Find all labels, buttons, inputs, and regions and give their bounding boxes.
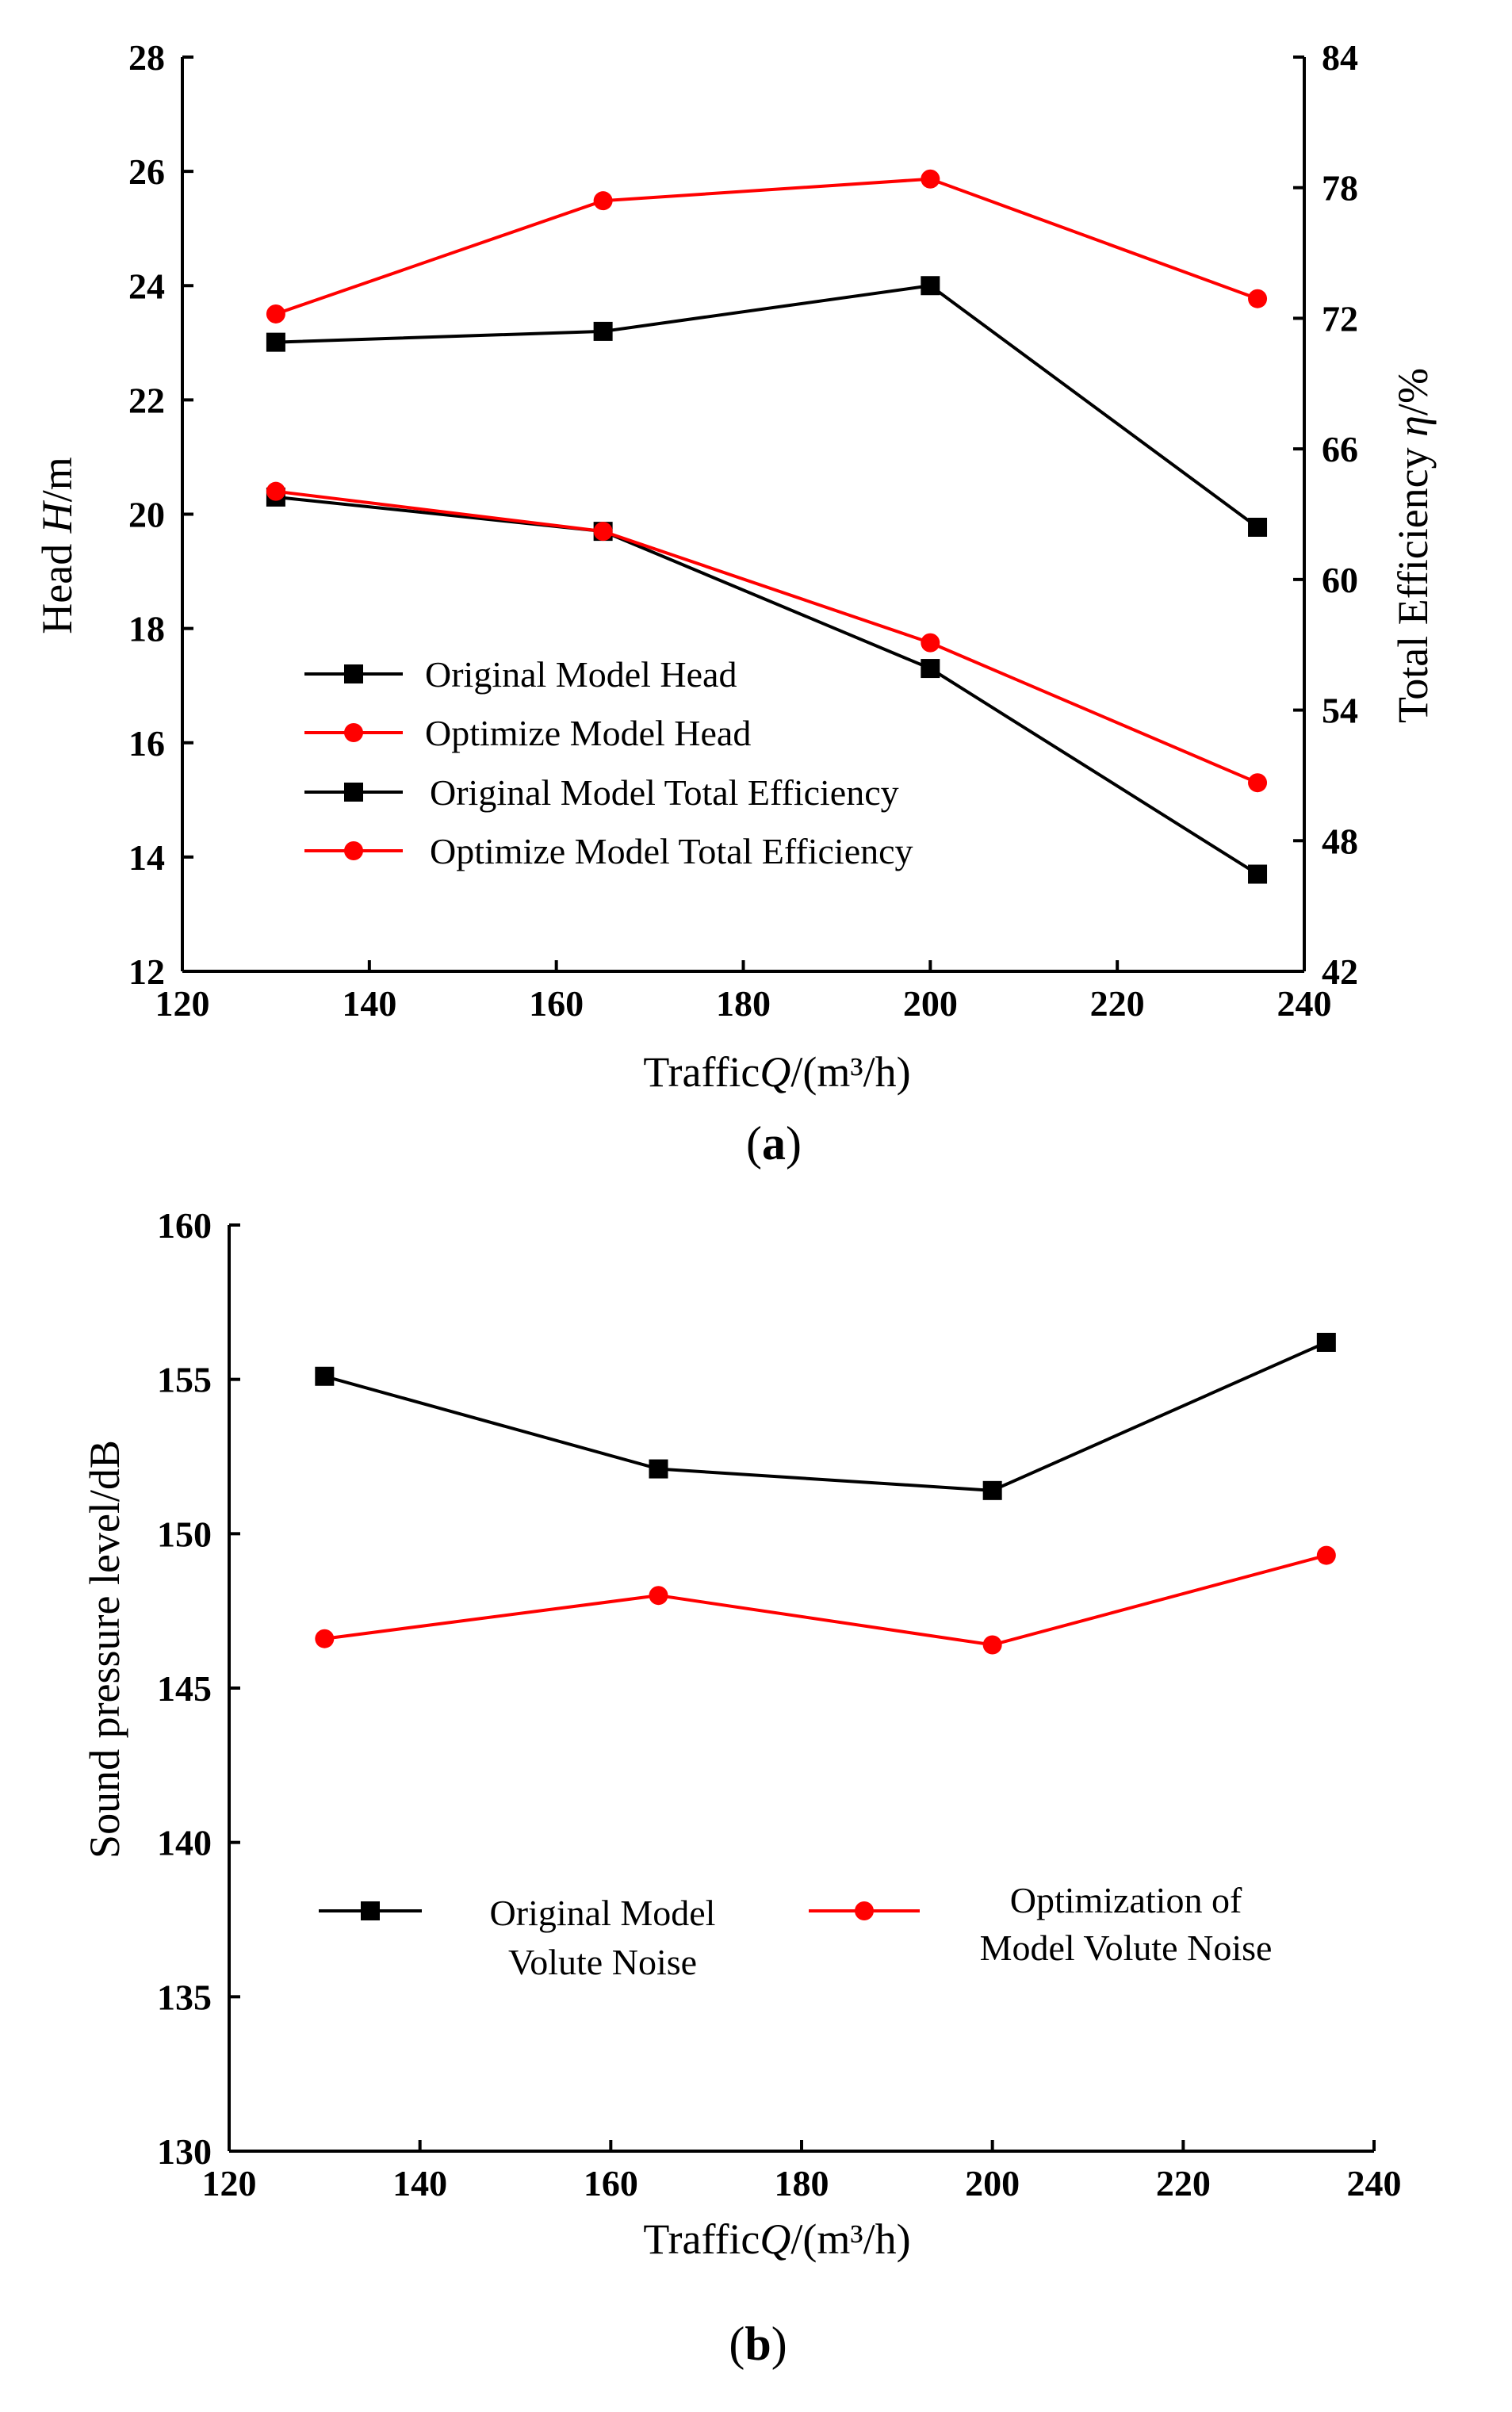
legend-a-label-2: Original Model Total Efficiency — [430, 772, 899, 813]
chart-a-series-3-point — [266, 304, 285, 324]
panel-a-label: (a) — [746, 1117, 802, 1170]
chart-b-series-1-point — [649, 1586, 668, 1606]
chart-b-x-tick-label: 180 — [775, 2163, 829, 2203]
chart-a-x-tick-label: 200 — [903, 983, 958, 1024]
legend-a-label-3: Optimize Model Total Efficiency — [430, 831, 913, 871]
chart-a-y-tick-label: 28 — [128, 37, 165, 78]
chart-a-y-tick-label: 20 — [128, 495, 165, 535]
legend-a-marker-3 — [344, 841, 363, 860]
panel-b-label: (b) — [729, 2318, 787, 2370]
chart-a-y2-tick-label: 78 — [1322, 168, 1358, 209]
chart-a-y-tick-label: 12 — [128, 951, 165, 992]
legend-a-marker-1 — [344, 723, 363, 742]
chart-b-legend: Original Model Volute Noise Optimization o… — [319, 1880, 1272, 1982]
chart-b-series-1-point — [1316, 1545, 1336, 1565]
chart-b-x-tick-label: 240 — [1347, 2163, 1402, 2203]
chart-a-series-3-point — [1248, 289, 1268, 308]
chart-b-y-tick-label: 130 — [157, 2131, 212, 2172]
chart-b-series-line-0 — [323, 1341, 1327, 1492]
chart-a-x-tick-label: 180 — [716, 983, 771, 1024]
legend-b-label-0-line1: Original Model — [490, 1893, 716, 1933]
chart-a-y2-tick-label: 42 — [1322, 951, 1358, 992]
chart-a-series-2-point — [1248, 517, 1268, 537]
chart-a-y-tick-label: 14 — [128, 837, 165, 878]
chart-a-series-2-point — [266, 332, 285, 352]
chart-a-x-tick-label: 140 — [342, 983, 396, 1024]
legend-a-label-0: Original Model Head — [425, 654, 737, 695]
legend-b-label-1-line2: Model Volute Noise — [980, 1928, 1273, 1968]
chart-b-ylabel: Sound pressure level/dB — [81, 1440, 128, 1859]
chart-a-series — [266, 169, 1268, 884]
chart-a-series-0-point — [921, 659, 940, 679]
chart-a-x-tick-label: 220 — [1090, 983, 1145, 1024]
chart-a-y2-tick-label: 66 — [1322, 429, 1358, 469]
chart-a-y2label: Total Efficiency η/% — [1389, 368, 1437, 723]
chart-a-x-tick-label: 160 — [529, 983, 584, 1024]
chart-b-y-tick-label: 150 — [157, 1514, 212, 1554]
legend-b-label-1-line1: Optimization of — [1010, 1880, 1242, 1920]
chart-a-y-tick-label: 26 — [128, 151, 165, 192]
chart-b-y-tick-label: 140 — [157, 1823, 212, 1863]
chart-b-series-line-1 — [324, 1553, 1327, 1647]
chart-a-legend: Original Model Head Optimize Model Head Or… — [304, 654, 913, 871]
chart-b: 120 140 160 180 200 220 240 130 135 140 145 150 155 1… — [81, 1205, 1402, 2370]
chart-b-y-tick-label: 145 — [157, 1668, 212, 1709]
chart-a-series-3-point — [593, 191, 613, 211]
chart-b-y-tick-label: 135 — [157, 1977, 212, 2017]
chart-b-x-tick-label: 200 — [965, 2163, 1020, 2203]
chart-b-axes: 120 140 160 180 200 220 240 130 135 140 145 150 155 1… — [157, 1205, 1402, 2203]
chart-a-y2-tick-label: 54 — [1322, 691, 1358, 731]
chart-b-x-tick-label: 140 — [392, 2163, 447, 2203]
chart-b-series-1-point — [982, 1635, 1002, 1655]
chart-a-series-line-2 — [275, 284, 1259, 529]
chart-a-y2-tick-label: 48 — [1322, 821, 1358, 861]
chart-a-series-line-0 — [275, 495, 1259, 876]
chart-b-series-0-point — [649, 1459, 668, 1479]
legend-b-marker-0 — [361, 1901, 380, 1920]
chart-b-series-0-point — [315, 1366, 335, 1386]
legend-a-marker-2 — [344, 783, 363, 802]
chart-b-series-0-point — [982, 1480, 1002, 1500]
chart-a-series-1-point — [266, 481, 285, 501]
chart-a-series-2-point — [921, 276, 940, 296]
chart-b-x-tick-label: 160 — [584, 2163, 638, 2203]
chart-a-series-line-1 — [275, 489, 1258, 785]
chart-a-y-tick-label: 18 — [128, 609, 165, 649]
chart-b-y-tick-label: 160 — [157, 1205, 212, 1246]
chart-a-y2-tick-label: 72 — [1322, 298, 1358, 339]
chart-a-series-1-point — [921, 633, 940, 653]
chart-a-series-line-3 — [275, 177, 1258, 316]
chart-a-x-tick-label: 120 — [155, 983, 210, 1024]
chart-a-y-tick-label: 22 — [128, 380, 165, 420]
chart-a-series-0-point — [1248, 864, 1268, 884]
chart-b-series-1-point — [315, 1629, 335, 1648]
chart-a-y-tick-label: 16 — [128, 723, 165, 764]
chart-b-series-0-point — [1316, 1332, 1336, 1352]
chart-b-xlabel: TrafficQ/(m³/h) — [643, 2215, 910, 2263]
chart-a-y2-tick-label: 84 — [1322, 37, 1358, 78]
chart-a-series-2-point — [593, 321, 613, 341]
chart-b-y-tick-label: 155 — [157, 1360, 212, 1400]
legend-b-label-0-line2: Volute Noise — [508, 1942, 697, 1982]
chart-b-x-tick-label: 120 — [202, 2163, 257, 2203]
chart-a-x-tick-label: 240 — [1277, 983, 1332, 1024]
chart-a-series-1-point — [1248, 773, 1268, 793]
chart-b-series — [315, 1332, 1336, 1655]
chart-b-x-tick-label: 220 — [1156, 2163, 1211, 2203]
chart-a-series-1-point — [593, 522, 613, 542]
chart-a: 120 140 160 180 200 220 240 12 14 16 18 20 22 24 26 28 4… — [33, 37, 1437, 1170]
legend-a-label-1: Optimize Model Head — [425, 713, 751, 753]
chart-a-y-tick-label: 24 — [128, 266, 165, 306]
chart-a-xlabel: TrafficQ/(m³/h) — [643, 1048, 910, 1096]
chart-a-y2-tick-label: 60 — [1322, 560, 1358, 600]
chart-a-ylabel: Head H/m — [33, 457, 81, 634]
chart-a-axes: 120 140 160 180 200 220 240 12 14 16 18 20 22 24 26 28 4… — [128, 37, 1358, 1024]
chart-a-series-3-point — [921, 169, 940, 189]
legend-a-marker-0 — [344, 664, 363, 683]
legend-b-marker-1 — [855, 1901, 874, 1920]
